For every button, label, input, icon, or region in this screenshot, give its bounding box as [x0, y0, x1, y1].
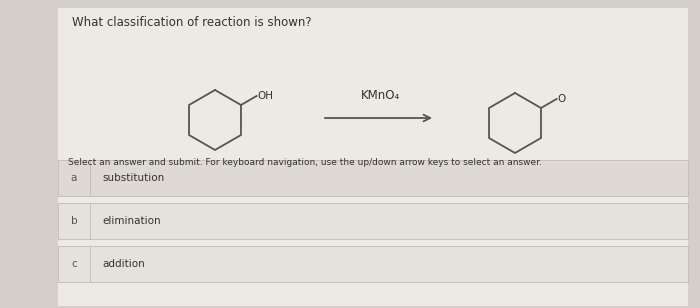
Text: Select an answer and submit. For keyboard navigation, use the up/down arrow keys: Select an answer and submit. For keyboar…	[68, 158, 542, 167]
Text: What classification of reaction is shown?: What classification of reaction is shown…	[72, 16, 312, 29]
Text: elimination: elimination	[102, 216, 160, 226]
FancyBboxPatch shape	[58, 203, 688, 239]
Text: addition: addition	[102, 259, 145, 269]
FancyBboxPatch shape	[58, 8, 688, 306]
Text: KMnO₄: KMnO₄	[360, 89, 400, 102]
Text: O: O	[557, 94, 566, 104]
FancyBboxPatch shape	[58, 160, 688, 196]
Text: a: a	[71, 173, 77, 183]
Text: b: b	[71, 216, 77, 226]
Text: substitution: substitution	[102, 173, 164, 183]
Text: c: c	[71, 259, 77, 269]
Text: OH: OH	[257, 91, 273, 101]
FancyBboxPatch shape	[58, 246, 688, 282]
